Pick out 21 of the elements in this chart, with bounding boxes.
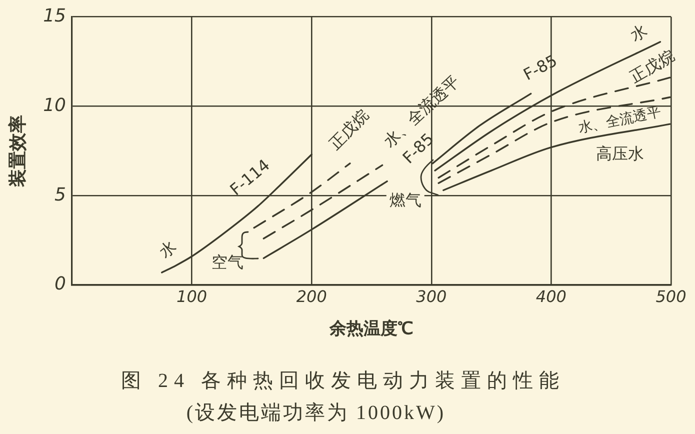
annotation: 水 bbox=[155, 236, 180, 262]
annotation: 空气 bbox=[212, 252, 244, 272]
y-tick-label: 15 bbox=[43, 5, 66, 26]
text: 图 24 各种热回收发电动力装置的性能 bbox=[121, 369, 565, 394]
x-tick-label: 300 bbox=[416, 286, 447, 306]
annotation: 高压水 bbox=[596, 144, 644, 164]
x-tick-label: 500 bbox=[656, 286, 686, 306]
x-tick-label: 200 bbox=[296, 286, 327, 306]
y-axis-title: 装置效率 bbox=[7, 114, 28, 188]
annotation: 正戊烷 bbox=[325, 106, 373, 154]
annotation: 燃气 bbox=[389, 190, 422, 210]
x-tick-label: 400 bbox=[536, 286, 566, 306]
x-axis-title: 余热温度℃ bbox=[328, 319, 414, 338]
x-tick-label: 100 bbox=[176, 286, 208, 306]
y-tick-label: 0 bbox=[54, 274, 66, 295]
annotation: 水 bbox=[626, 20, 650, 45]
y-tick-label: 5 bbox=[54, 184, 66, 206]
annotation: 正戊烷 bbox=[626, 46, 678, 87]
annotation: F-85 bbox=[520, 50, 560, 84]
y-tick-label: 10 bbox=[43, 94, 66, 116]
text: (设发电端功率为 1000kW) bbox=[186, 401, 446, 426]
